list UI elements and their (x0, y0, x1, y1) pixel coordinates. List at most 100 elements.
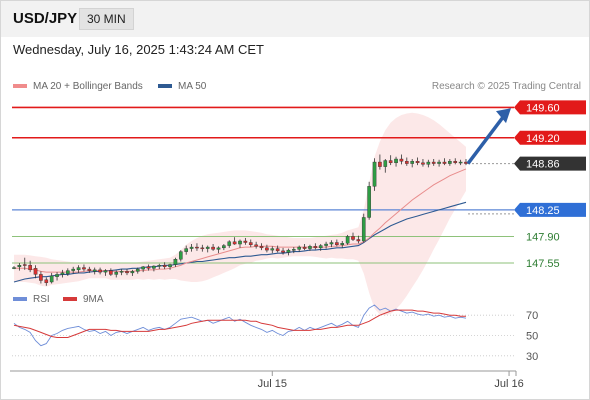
candle-body (178, 251, 183, 260)
candle (119, 269, 124, 276)
candle-body (437, 161, 441, 164)
candle-body (119, 271, 124, 273)
candle-body (302, 246, 307, 249)
candle-body (383, 160, 388, 167)
candle (152, 265, 156, 272)
candle (216, 246, 221, 254)
candle-body (286, 249, 291, 253)
candle (415, 157, 420, 166)
candle (426, 159, 431, 168)
candle-body (87, 268, 92, 271)
candle-body (28, 265, 32, 271)
candle (383, 159, 388, 173)
candle-body (335, 242, 339, 245)
legend-ma20: MA 20 + Bollinger Bands (13, 81, 143, 92)
candle (313, 243, 318, 250)
candle-body (367, 186, 371, 218)
candle (442, 158, 447, 166)
candle (195, 243, 199, 251)
candle (33, 265, 38, 279)
candle (98, 267, 102, 275)
candle-body (378, 161, 382, 167)
candle-body (308, 246, 312, 249)
candle (318, 244, 323, 251)
candle-body (291, 249, 296, 251)
candle (410, 159, 415, 168)
rsi-tick-label-50: 50 (526, 331, 538, 343)
candle-body (324, 243, 328, 246)
candle (308, 244, 312, 251)
candle (65, 268, 70, 276)
candle (361, 213, 366, 243)
candle-body (232, 241, 237, 245)
candle-body (275, 248, 280, 252)
candle (200, 244, 205, 252)
rsi-swatch (13, 297, 27, 302)
candle (372, 158, 377, 191)
candle (146, 264, 151, 271)
candle-body (12, 267, 16, 269)
candle-body (410, 161, 415, 164)
candle-body (453, 161, 458, 164)
candle-body (205, 246, 210, 249)
candle (28, 260, 32, 273)
candle-body (227, 241, 232, 246)
candle (404, 157, 409, 166)
rsi-line (13, 304, 467, 347)
rsi-ma-line (13, 309, 466, 338)
candle (297, 245, 302, 252)
candle (335, 239, 339, 247)
candle (49, 272, 54, 284)
candle-body (82, 267, 86, 270)
price-label-current-2: 148.86 (526, 159, 560, 171)
candle (378, 154, 382, 170)
ma20-swatch (13, 84, 27, 89)
candle (109, 268, 113, 276)
candle-body (39, 274, 43, 281)
candle (222, 244, 226, 251)
candle-body (329, 242, 334, 245)
rsi-ma-legend-label: 9MA (83, 294, 104, 305)
candle-body (426, 161, 431, 165)
candle (92, 267, 97, 275)
candle-body (248, 242, 253, 245)
candle-body (200, 247, 205, 250)
candle-body (103, 270, 108, 273)
candle-body (195, 246, 199, 249)
candle (270, 246, 275, 254)
candle (275, 245, 280, 253)
candle-body (394, 158, 398, 164)
price-tag-resistance-1 (514, 130, 586, 145)
candle-body (216, 247, 221, 250)
price-label-support-4: 147.90 (526, 231, 560, 243)
candle-body (141, 266, 145, 270)
candle-body (76, 267, 81, 271)
candle (60, 269, 65, 278)
candle-body (243, 240, 248, 243)
candle (55, 272, 59, 281)
rsi-legend-label: RSI (33, 294, 50, 305)
candle-body (442, 161, 447, 164)
candle (76, 265, 81, 273)
candle (162, 262, 167, 270)
candle (71, 266, 76, 274)
candle (130, 269, 135, 276)
candle (44, 277, 49, 286)
price-tag-pivot-3 (514, 202, 586, 217)
candle-body (65, 270, 70, 274)
candle (254, 241, 258, 249)
candle-body (98, 269, 102, 273)
candle (12, 266, 16, 270)
candle-body (44, 279, 49, 283)
price-label-resistance-0: 149.60 (526, 102, 560, 114)
candle (291, 247, 296, 254)
timeframe-button[interactable]: 30 MIN (79, 8, 134, 30)
legend-rsi: RSI (13, 294, 50, 305)
candle-body (211, 246, 215, 250)
projection-arrow-head (496, 108, 511, 124)
candle (232, 237, 237, 245)
candle (211, 244, 215, 251)
candle (248, 239, 253, 248)
candle-body (448, 161, 452, 164)
